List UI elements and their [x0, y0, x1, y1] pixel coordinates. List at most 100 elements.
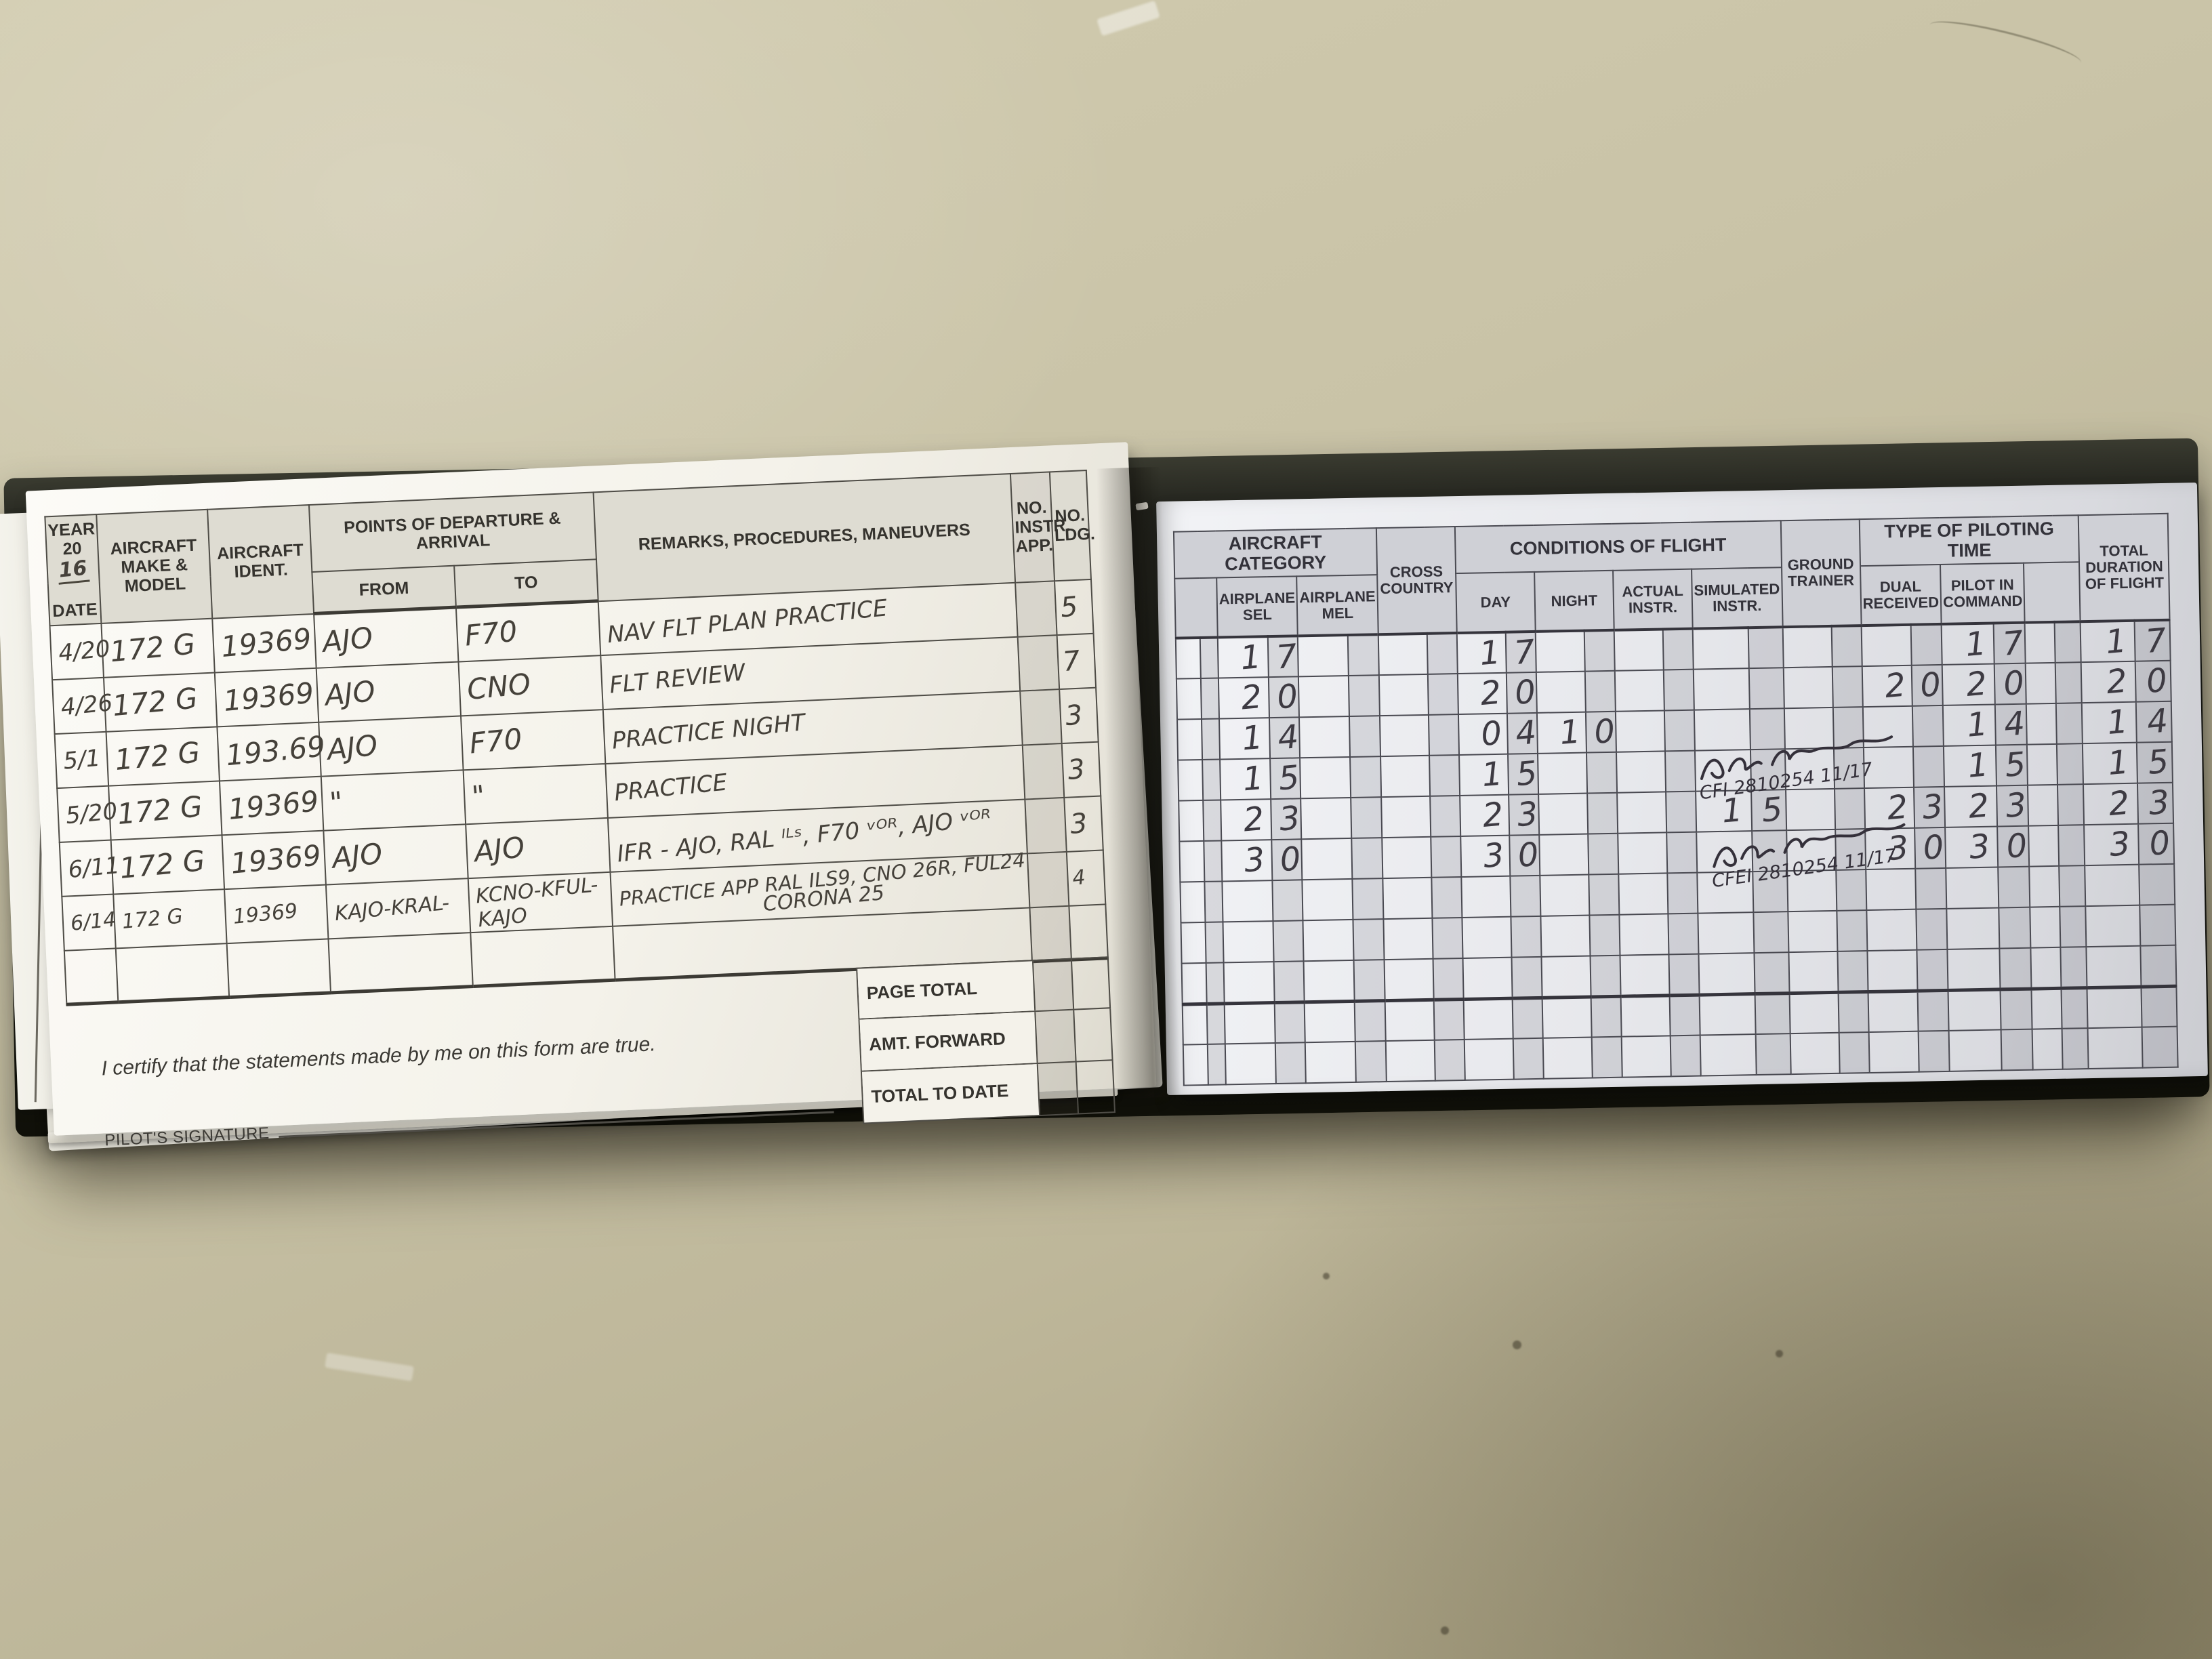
- desk-scratch: [1097, 0, 1160, 37]
- cell-total-tenths: [2142, 1027, 2179, 1068]
- cell-act-tenths: [1669, 994, 1700, 1036]
- cell-xc-hours: [1380, 756, 1431, 798]
- cell-pic-tenths: 0: [1994, 663, 2027, 705]
- cell-xc-tenths: [1434, 1040, 1465, 1082]
- handwriting: 2: [1964, 664, 1989, 705]
- handwriting: 2: [1242, 800, 1267, 840]
- cell-mel-tenths: [1350, 756, 1382, 798]
- cell-to: F70: [455, 600, 601, 662]
- handwriting: 3: [1066, 753, 1087, 786]
- cell-sel-tenths: [1272, 920, 1305, 962]
- handwriting: 3: [1481, 836, 1506, 876]
- cell-act-tenths: [1667, 872, 1698, 914]
- handwriting: 0: [1921, 828, 1946, 868]
- cell-day-tenths: [1511, 957, 1542, 999]
- total-to-date-row: TOTAL TO DATE: [860, 1061, 1116, 1124]
- cell-model: 172 G: [110, 834, 225, 895]
- cell-sim-tenths: [1749, 668, 1784, 710]
- handwriting: 172 G: [115, 790, 204, 832]
- cell-mel-hours: [1303, 920, 1354, 962]
- cell-xc-tenths: [1432, 918, 1463, 960]
- cell-lead-hours: [1179, 800, 1204, 842]
- cell-gt-hours: [1786, 870, 1837, 912]
- handwriting: 172 G: [110, 681, 199, 723]
- desk-speck: [1776, 1350, 1783, 1357]
- cell-date: 4/20: [49, 623, 111, 680]
- cell-total-tenths: 0: [2138, 823, 2175, 865]
- handwriting: PRACTICE: [613, 769, 729, 807]
- cell-gt-hours: [1784, 708, 1834, 750]
- handwriting: 3: [1277, 799, 1302, 839]
- cell-extra-tenths: [2057, 743, 2084, 785]
- cell-mel-tenths: [1355, 1041, 1387, 1083]
- cell-model: 172 G: [101, 618, 215, 678]
- cell-gt-tenths: [1836, 910, 1868, 952]
- cell-gt-hours: [1789, 992, 1839, 1034]
- cell-lead-hours: [1176, 678, 1202, 720]
- handwriting: 0: [1479, 714, 1504, 754]
- amt-forward-ldg-cell: [1075, 1008, 1112, 1061]
- cell-mel-hours: [1298, 635, 1349, 677]
- cell-instr: [1017, 634, 1060, 691]
- cell-from: AJO: [323, 823, 468, 885]
- cell-xc-hours: [1385, 1040, 1435, 1082]
- cell-dual-hours: [1867, 950, 1918, 992]
- cell-extra-tenths: [2058, 825, 2085, 867]
- cell-total-tenths: 4: [2136, 701, 2173, 743]
- cell-total-tenths: 7: [2134, 620, 2171, 662]
- certification-text: I certify that the statements made by me…: [100, 1033, 657, 1080]
- cell-extra-tenths: [2056, 703, 2083, 745]
- cell-instr: [1015, 580, 1057, 637]
- handwriting: ": [470, 779, 487, 814]
- handwriting: 3: [1921, 787, 1945, 827]
- cell-gt-tenths: [1832, 707, 1864, 749]
- cell-sel-tenths: 7: [1267, 636, 1299, 678]
- handwriting: FLT REVIEW: [608, 658, 747, 699]
- cell-ldg: 3: [1059, 687, 1099, 743]
- cell-act-hours: [1614, 629, 1664, 672]
- cell-xc-hours: [1384, 959, 1434, 1001]
- simulated-instr-header: SIMULATED INSTR.: [1691, 567, 1783, 630]
- cell-night-tenths: [1590, 956, 1621, 997]
- from-header: FROM: [312, 565, 456, 614]
- total-to-date-instr-cell: [1038, 1062, 1080, 1115]
- cell-lead-tenths: [1204, 840, 1223, 882]
- cell-night-hours: [1542, 996, 1592, 1039]
- cell-gt-hours: [1784, 748, 1835, 790]
- cell-act-tenths: [1665, 792, 1697, 833]
- cell-ident: 19369: [219, 776, 324, 835]
- cell-lead-hours: [1178, 760, 1204, 801]
- cell-day-tenths: 5: [1507, 754, 1538, 796]
- remarks-header: REMARKS, PROCEDURES, MANEUVERS: [593, 474, 1016, 601]
- departure-arrival-header: POINTS OF DEPARTURE & ARRIVAL: [308, 492, 596, 573]
- cell-gt-hours: [1785, 789, 1835, 831]
- cell-act-tenths: [1666, 832, 1698, 874]
- cell-xc-hours: [1381, 796, 1431, 838]
- cell-pic-tenths: 3: [1996, 785, 2029, 827]
- handwriting: 5: [1059, 590, 1080, 623]
- cell-mel-hours: [1300, 798, 1352, 840]
- cell-sim-tenths: [1748, 627, 1784, 669]
- cell-mel-hours: [1300, 757, 1351, 799]
- cell-gt-tenths: [1839, 1032, 1870, 1074]
- cell-to: F70: [461, 709, 606, 770]
- cell-sim-tenths: [1754, 952, 1790, 994]
- handwriting: 3: [1242, 840, 1267, 880]
- cell-from: AJO: [316, 661, 462, 722]
- handwriting: 3: [2147, 783, 2171, 823]
- cell-pic-hours: [1948, 989, 2001, 1031]
- handwriting: 2: [1885, 787, 1910, 828]
- cell-sel-tenths: [1273, 961, 1305, 1003]
- cell-extra-tenths: [2057, 784, 2085, 826]
- handwriting: 5: [1276, 758, 1301, 798]
- cell-extra-hours: [2031, 988, 2062, 1029]
- cell-dual-tenths: [1913, 746, 1945, 788]
- cell-ldg: [1069, 903, 1108, 960]
- handwriting: 0: [1592, 712, 1617, 752]
- cell-mel-tenths: [1352, 878, 1384, 920]
- cell-night-hours: [1541, 956, 1591, 998]
- handwriting: F70: [463, 614, 519, 653]
- cell-act-tenths: [1663, 670, 1694, 711]
- no-ldg-header: NO. LDG.: [1049, 470, 1095, 581]
- cell-lead-hours: [1180, 882, 1206, 923]
